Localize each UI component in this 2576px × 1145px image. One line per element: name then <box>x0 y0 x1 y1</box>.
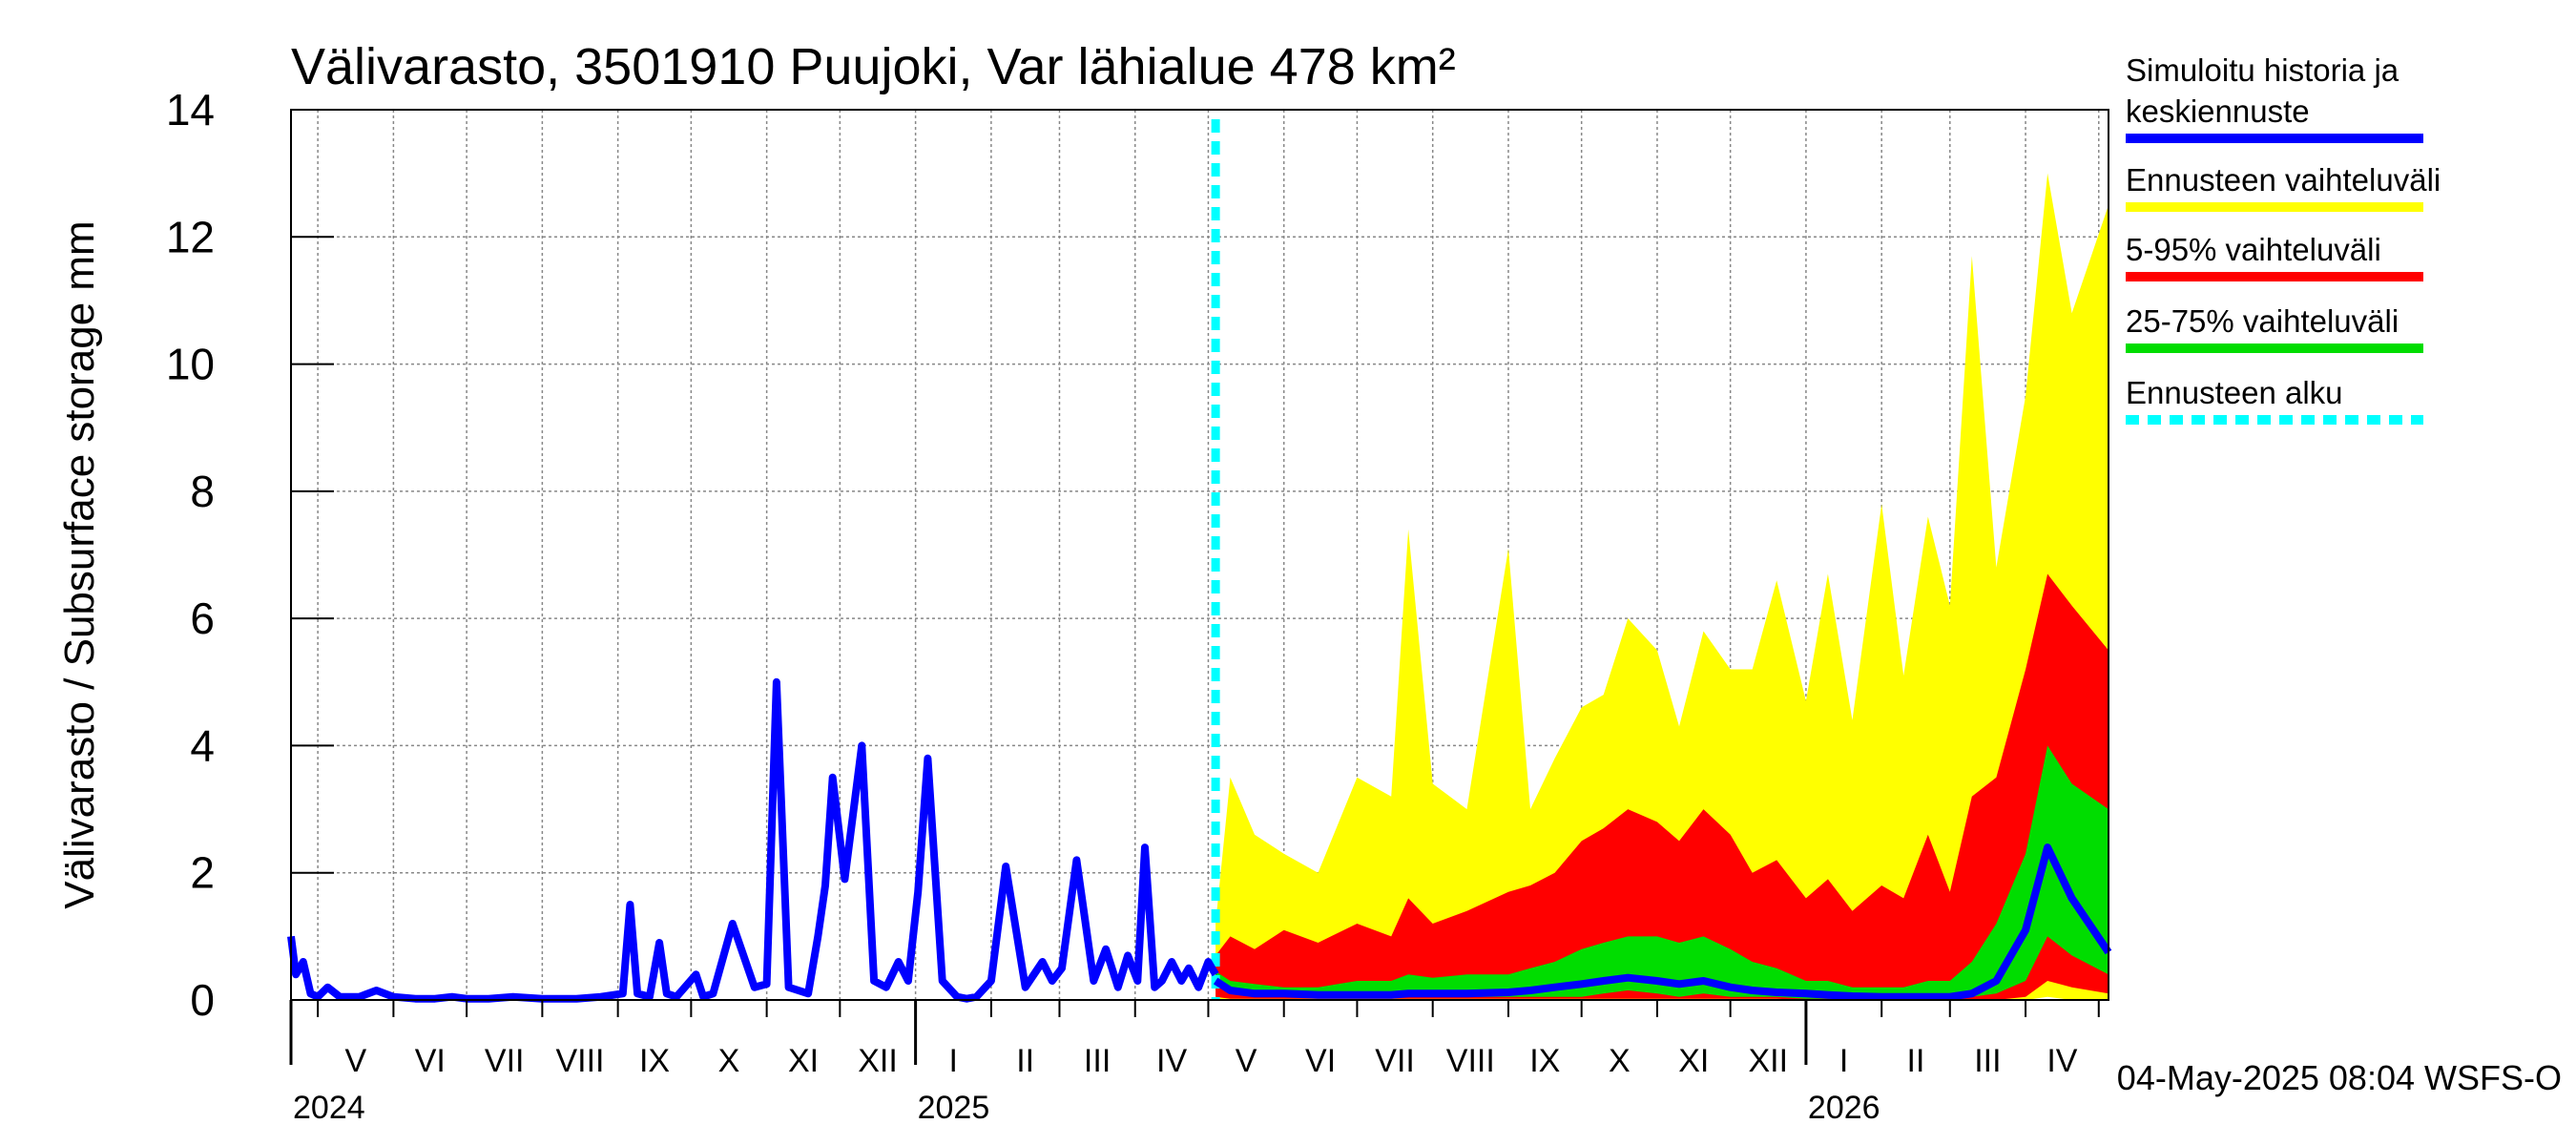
y-tick-label: 2 <box>190 848 215 898</box>
year-label: 2024 <box>293 1090 365 1126</box>
y-tick-label: 0 <box>190 975 215 1025</box>
y-tick-label: 12 <box>166 212 215 261</box>
month-label: IV <box>1156 1043 1187 1079</box>
month-label: XI <box>788 1043 819 1079</box>
legend-label: Ennusteen vaihteluväli <box>2126 162 2441 198</box>
chart-title: Välivarasto, 3501910 Puujoki, Var lähial… <box>291 38 1456 95</box>
month-label: VI <box>1305 1043 1336 1079</box>
history-line <box>287 677 1219 1003</box>
footer-timestamp: 04-May-2025 08:04 WSFS-O <box>2117 1058 2562 1097</box>
legend-label: 25-75% vaihteluväli <box>2126 303 2399 339</box>
y-tick-label: 4 <box>190 720 215 770</box>
legend: Simuloitu historia ja keskiennuste Ennuste… <box>2126 52 2441 425</box>
month-label: IX <box>1529 1043 1560 1079</box>
y-tick-label: 14 <box>166 85 215 135</box>
month-label: V <box>344 1043 366 1079</box>
year-label: 2026 <box>1808 1090 1880 1126</box>
month-label: III <box>1084 1043 1111 1079</box>
month-label: VII <box>1375 1043 1415 1079</box>
range-full-band <box>1215 173 2109 1001</box>
y-tick-label: 10 <box>166 340 215 389</box>
month-label: XII <box>858 1043 898 1079</box>
x-axis: V VI VII VIII IX X XI XII I II III IV V VI VII VIII IX X X… <box>289 999 2109 1126</box>
legend-label: 5-95% vaihteluväli <box>2126 232 2381 267</box>
month-label: III <box>1974 1043 2001 1079</box>
month-label: VII <box>485 1043 525 1079</box>
month-label: VIII <box>555 1043 604 1079</box>
month-label: V <box>1236 1043 1257 1079</box>
month-label: VIII <box>1446 1043 1495 1079</box>
forecast-mean-line <box>1213 843 2112 1001</box>
month-label: X <box>718 1043 740 1079</box>
month-label: VI <box>415 1043 446 1079</box>
forecast-bands <box>1215 173 2109 1001</box>
legend-label: Simuloitu historia ja <box>2126 52 2399 88</box>
y-tick-label: 8 <box>190 467 215 516</box>
y-tick-label: 6 <box>190 593 215 643</box>
y-axis-label: Välivarasto / Subsurface storage mm <box>56 220 103 908</box>
month-label: I <box>948 1043 957 1079</box>
month-label: IX <box>639 1043 670 1079</box>
month-label: X <box>1609 1043 1631 1079</box>
month-label: XI <box>1678 1043 1709 1079</box>
range-5-95-band <box>1215 573 2109 1000</box>
month-label: II <box>1016 1043 1034 1079</box>
legend-label: keskiennuste <box>2126 94 2310 129</box>
range-25-75-band <box>1215 745 2109 999</box>
month-label: IV <box>2046 1043 2077 1079</box>
legend-label: Ennusteen alku <box>2126 375 2343 410</box>
month-label: I <box>1839 1043 1848 1079</box>
month-label: II <box>1907 1043 1925 1079</box>
year-label: 2025 <box>918 1090 990 1126</box>
month-label: XII <box>1749 1043 1789 1079</box>
y-axis-ticks: 0 2 4 6 8 10 12 14 <box>166 85 334 1025</box>
